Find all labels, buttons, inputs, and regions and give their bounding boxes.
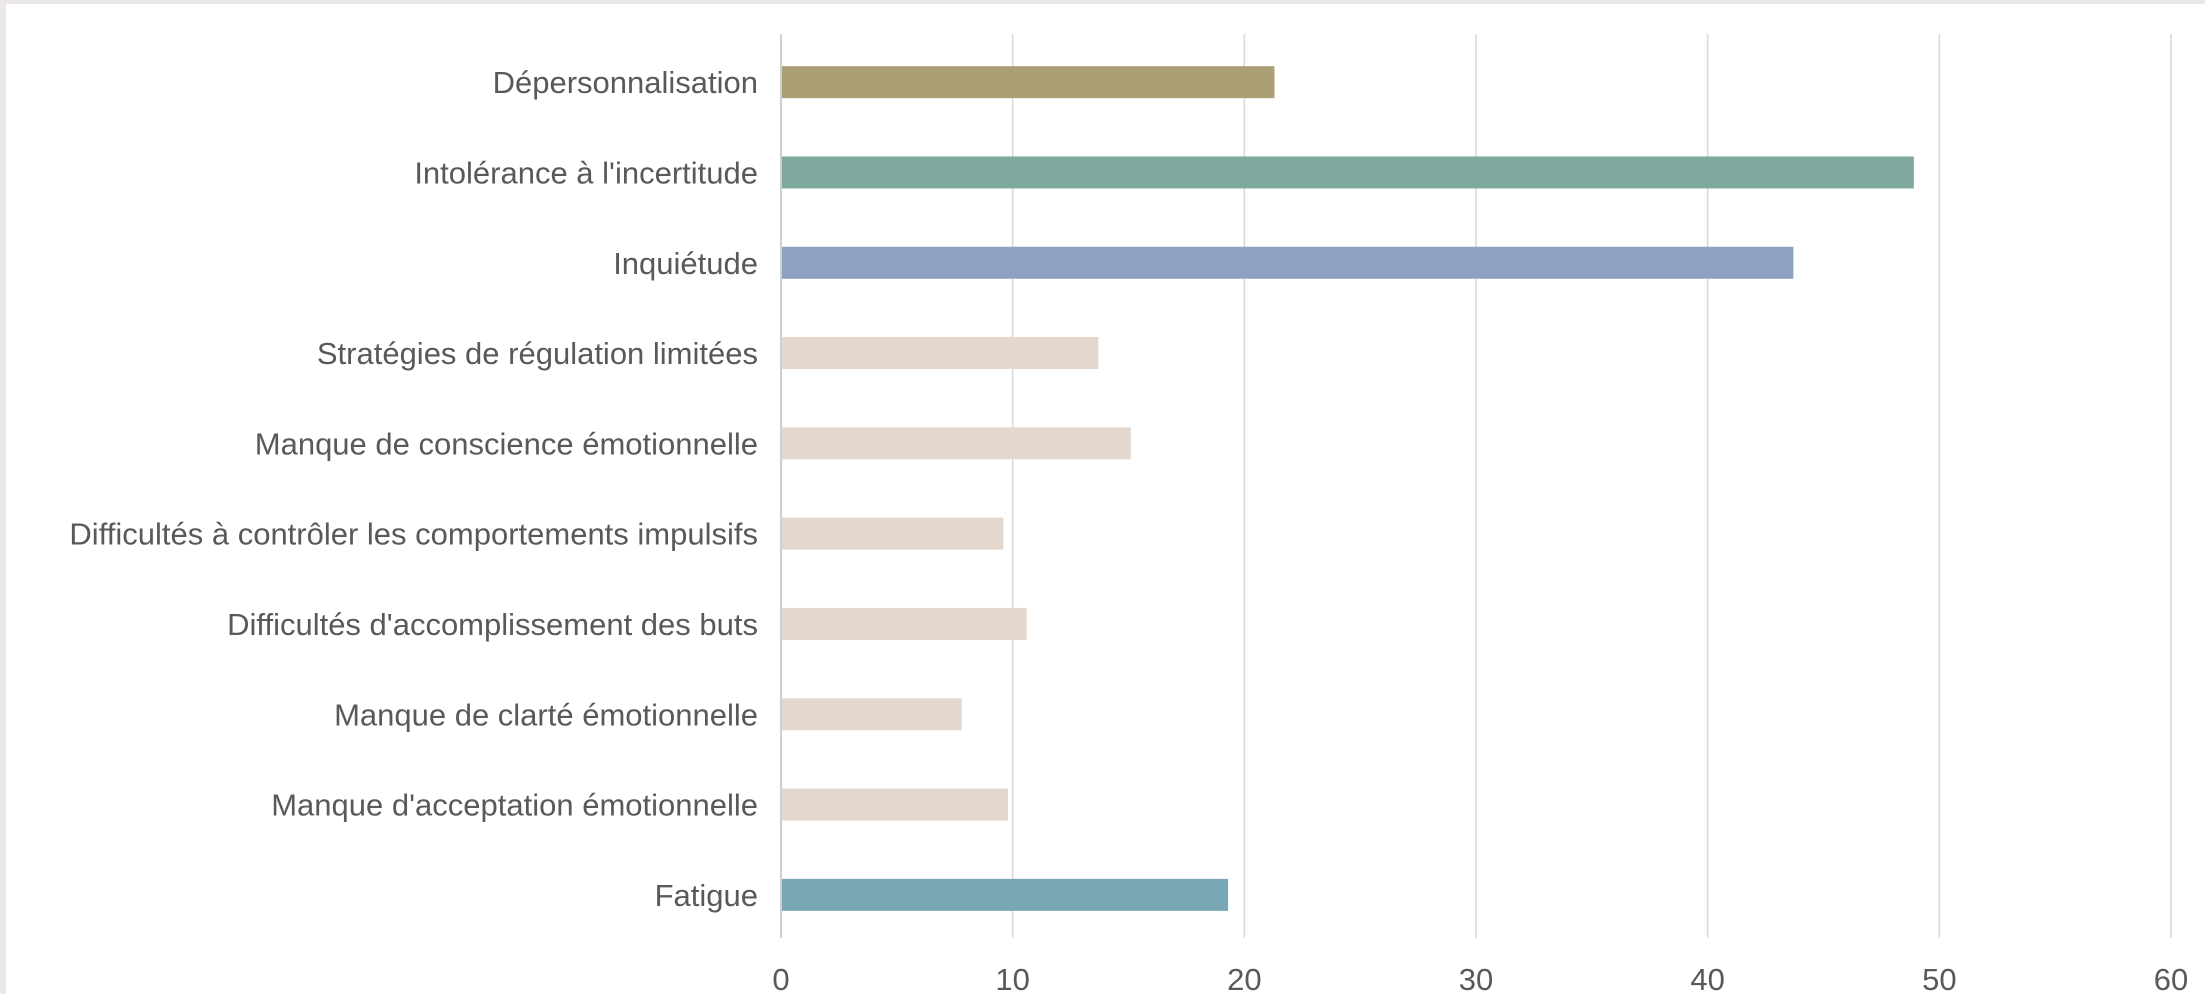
x-tick-label: 20 [1227,962,1261,994]
category-label: Manque de clarté émotionnelle [334,697,758,732]
bar [782,156,1914,189]
x-tick-label: 0 [772,962,789,994]
category-label: Manque de conscience émotionnelle [255,426,758,461]
category-labels: Dépersonnalisation Intolérance à l'incert… [69,65,758,913]
bar [782,337,1099,370]
bar-chart: Dépersonnalisation Intolérance à l'incert… [69,34,2188,994]
x-tick-label: 50 [1922,962,1956,994]
category-label: Manque d'acceptation émotionnelle [271,788,758,823]
bar [782,246,1794,279]
x-tick-label: 40 [1690,962,1724,994]
category-label: Difficultés d'accomplissement des buts [227,607,758,642]
bar [782,607,1027,640]
category-label: Intolérance à l'incertitude [414,155,758,190]
x-tick-label: 10 [995,962,1029,994]
category-label: Dépersonnalisation [493,65,758,100]
category-label: Fatigue [655,878,758,913]
x-axis-tick-labels: 0 10 20 30 40 50 60 [772,962,2188,994]
category-label: Difficultés à contrôler les comportement… [69,517,758,552]
bar [782,878,1229,911]
bar [782,698,962,731]
bar [782,427,1131,460]
category-label: Inquiétude [613,246,758,281]
bar [782,66,1275,99]
category-label: Stratégies de régulation limitées [317,336,758,371]
chart-panel: Dépersonnalisation Intolérance à l'incert… [6,4,2205,994]
x-tick-label: 60 [2154,962,2188,994]
bar [782,788,1009,821]
bar [782,517,1004,550]
x-tick-label: 30 [1459,962,1493,994]
bars [782,66,1914,911]
